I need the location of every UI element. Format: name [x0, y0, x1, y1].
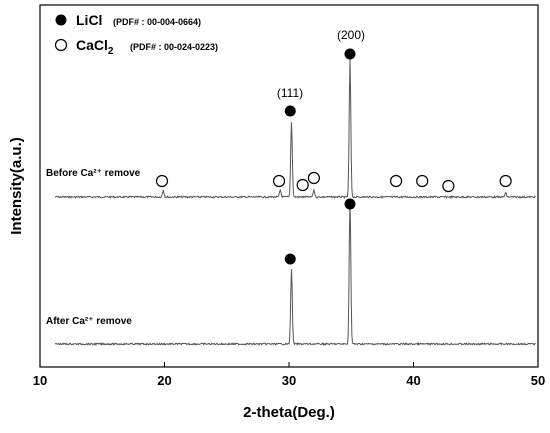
before-trace-line [54, 59, 536, 199]
legend-licl-pdf: (PDF# : 00-004-0664) [113, 17, 201, 27]
before-filled-circle-marker-1 [344, 48, 356, 60]
peak-label-200: (200) [337, 28, 365, 42]
phase-markers [155, 48, 512, 265]
x-axis-title: 2-theta(Deg.) [243, 404, 335, 421]
trace-lines [54, 59, 536, 347]
before-trace-label: Before Ca²⁺ remove [46, 168, 141, 179]
before-open-circle-marker-9 [499, 174, 512, 188]
legend-filled-circle-icon [55, 14, 67, 26]
plot-area-frame [39, 4, 539, 368]
before-filled-circle-marker-0 [284, 105, 296, 117]
after-filled-circle-marker-1 [344, 198, 356, 210]
x-tick-label-30: 30 [282, 373, 296, 388]
after-filled-circle-marker-0 [284, 253, 296, 265]
legend-cacl2-name-subscript: 2 [108, 46, 114, 57]
x-axis-ticks [39, 362, 539, 367]
before-open-circle-marker-8 [442, 179, 455, 193]
legend-cacl2-pdf: (PDF# : 00-024-0223) [130, 42, 218, 52]
legend-cacl2-name: CaCl2 [76, 37, 114, 57]
before-open-circle-marker-7 [416, 174, 429, 188]
before-open-circle-marker-3 [272, 174, 286, 188]
x-tick-label-20: 20 [157, 373, 171, 388]
before-open-circle-marker-5 [307, 171, 320, 185]
legend-licl-name: LiCl [76, 12, 102, 28]
y-axis-title: Intensity(a.u.) [8, 137, 25, 235]
legend-cacl2-name-main: CaCl [76, 37, 108, 53]
after-trace-line [54, 199, 536, 347]
peak-label-111: (111) [277, 86, 303, 100]
x-tick-label-40: 40 [406, 373, 420, 388]
before-open-circle-marker-4 [296, 178, 309, 192]
after-trace-label: After Ca²⁺ remove [46, 316, 132, 327]
legend-open-circle-icon [54, 38, 68, 52]
x-tick-label-50: 50 [531, 373, 545, 388]
before-open-circle-marker-2 [155, 174, 169, 188]
before-open-circle-marker-6 [389, 174, 403, 188]
x-tick-label-10: 10 [33, 373, 47, 388]
